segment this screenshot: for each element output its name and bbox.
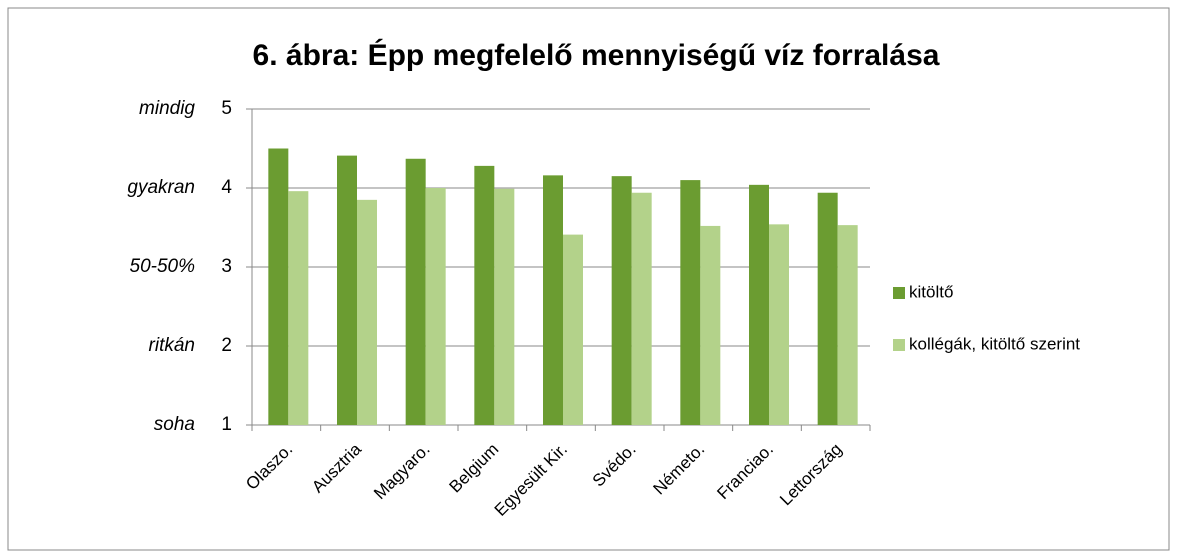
chart-border xyxy=(7,7,1170,551)
legend-swatch xyxy=(893,287,905,299)
bar xyxy=(563,234,583,425)
bar xyxy=(680,180,701,425)
bar xyxy=(611,176,632,425)
bar xyxy=(631,192,652,425)
y-tick-label: 1 xyxy=(221,414,232,435)
y-tick-name: mindig xyxy=(139,98,195,119)
chart-title: 6. ábra: Épp megfelelő mennyiségű víz fo… xyxy=(253,38,940,72)
bar xyxy=(405,158,426,425)
bar xyxy=(837,225,858,425)
bar xyxy=(474,165,495,425)
legend-swatch xyxy=(893,339,905,351)
bar xyxy=(494,188,515,425)
bar xyxy=(769,224,789,425)
bar xyxy=(817,192,838,425)
y-tick-label: 5 xyxy=(221,98,232,119)
legend-label: kollégák, kitöltő szerint xyxy=(909,334,1080,353)
legend-label: kitöltő xyxy=(909,282,953,301)
bar xyxy=(543,175,563,425)
y-tick-label: 3 xyxy=(221,256,232,277)
y-tick-name: soha xyxy=(154,414,195,435)
bar xyxy=(700,225,721,425)
bar xyxy=(268,148,289,425)
bar xyxy=(425,188,446,425)
bar xyxy=(357,199,377,425)
y-tick-name: 50-50% xyxy=(130,256,196,277)
bar xyxy=(288,191,309,425)
y-tick-label: 2 xyxy=(221,335,232,356)
y-tick-name: gyakran xyxy=(127,177,195,198)
bar xyxy=(337,155,357,426)
y-tick-name: ritkán xyxy=(149,335,195,356)
bar xyxy=(749,184,769,425)
y-tick-label: 4 xyxy=(221,177,232,198)
